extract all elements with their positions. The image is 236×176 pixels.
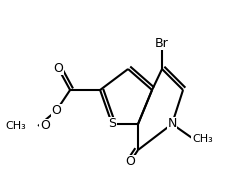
Text: O: O	[40, 120, 50, 133]
Text: CH₃: CH₃	[5, 121, 26, 131]
Text: S: S	[108, 117, 116, 130]
Text: Br: Br	[155, 37, 169, 49]
Text: CH₃: CH₃	[192, 134, 213, 144]
Text: O: O	[51, 105, 61, 118]
Text: O: O	[53, 61, 63, 74]
Text: N: N	[167, 117, 177, 130]
Text: O: O	[125, 155, 135, 168]
